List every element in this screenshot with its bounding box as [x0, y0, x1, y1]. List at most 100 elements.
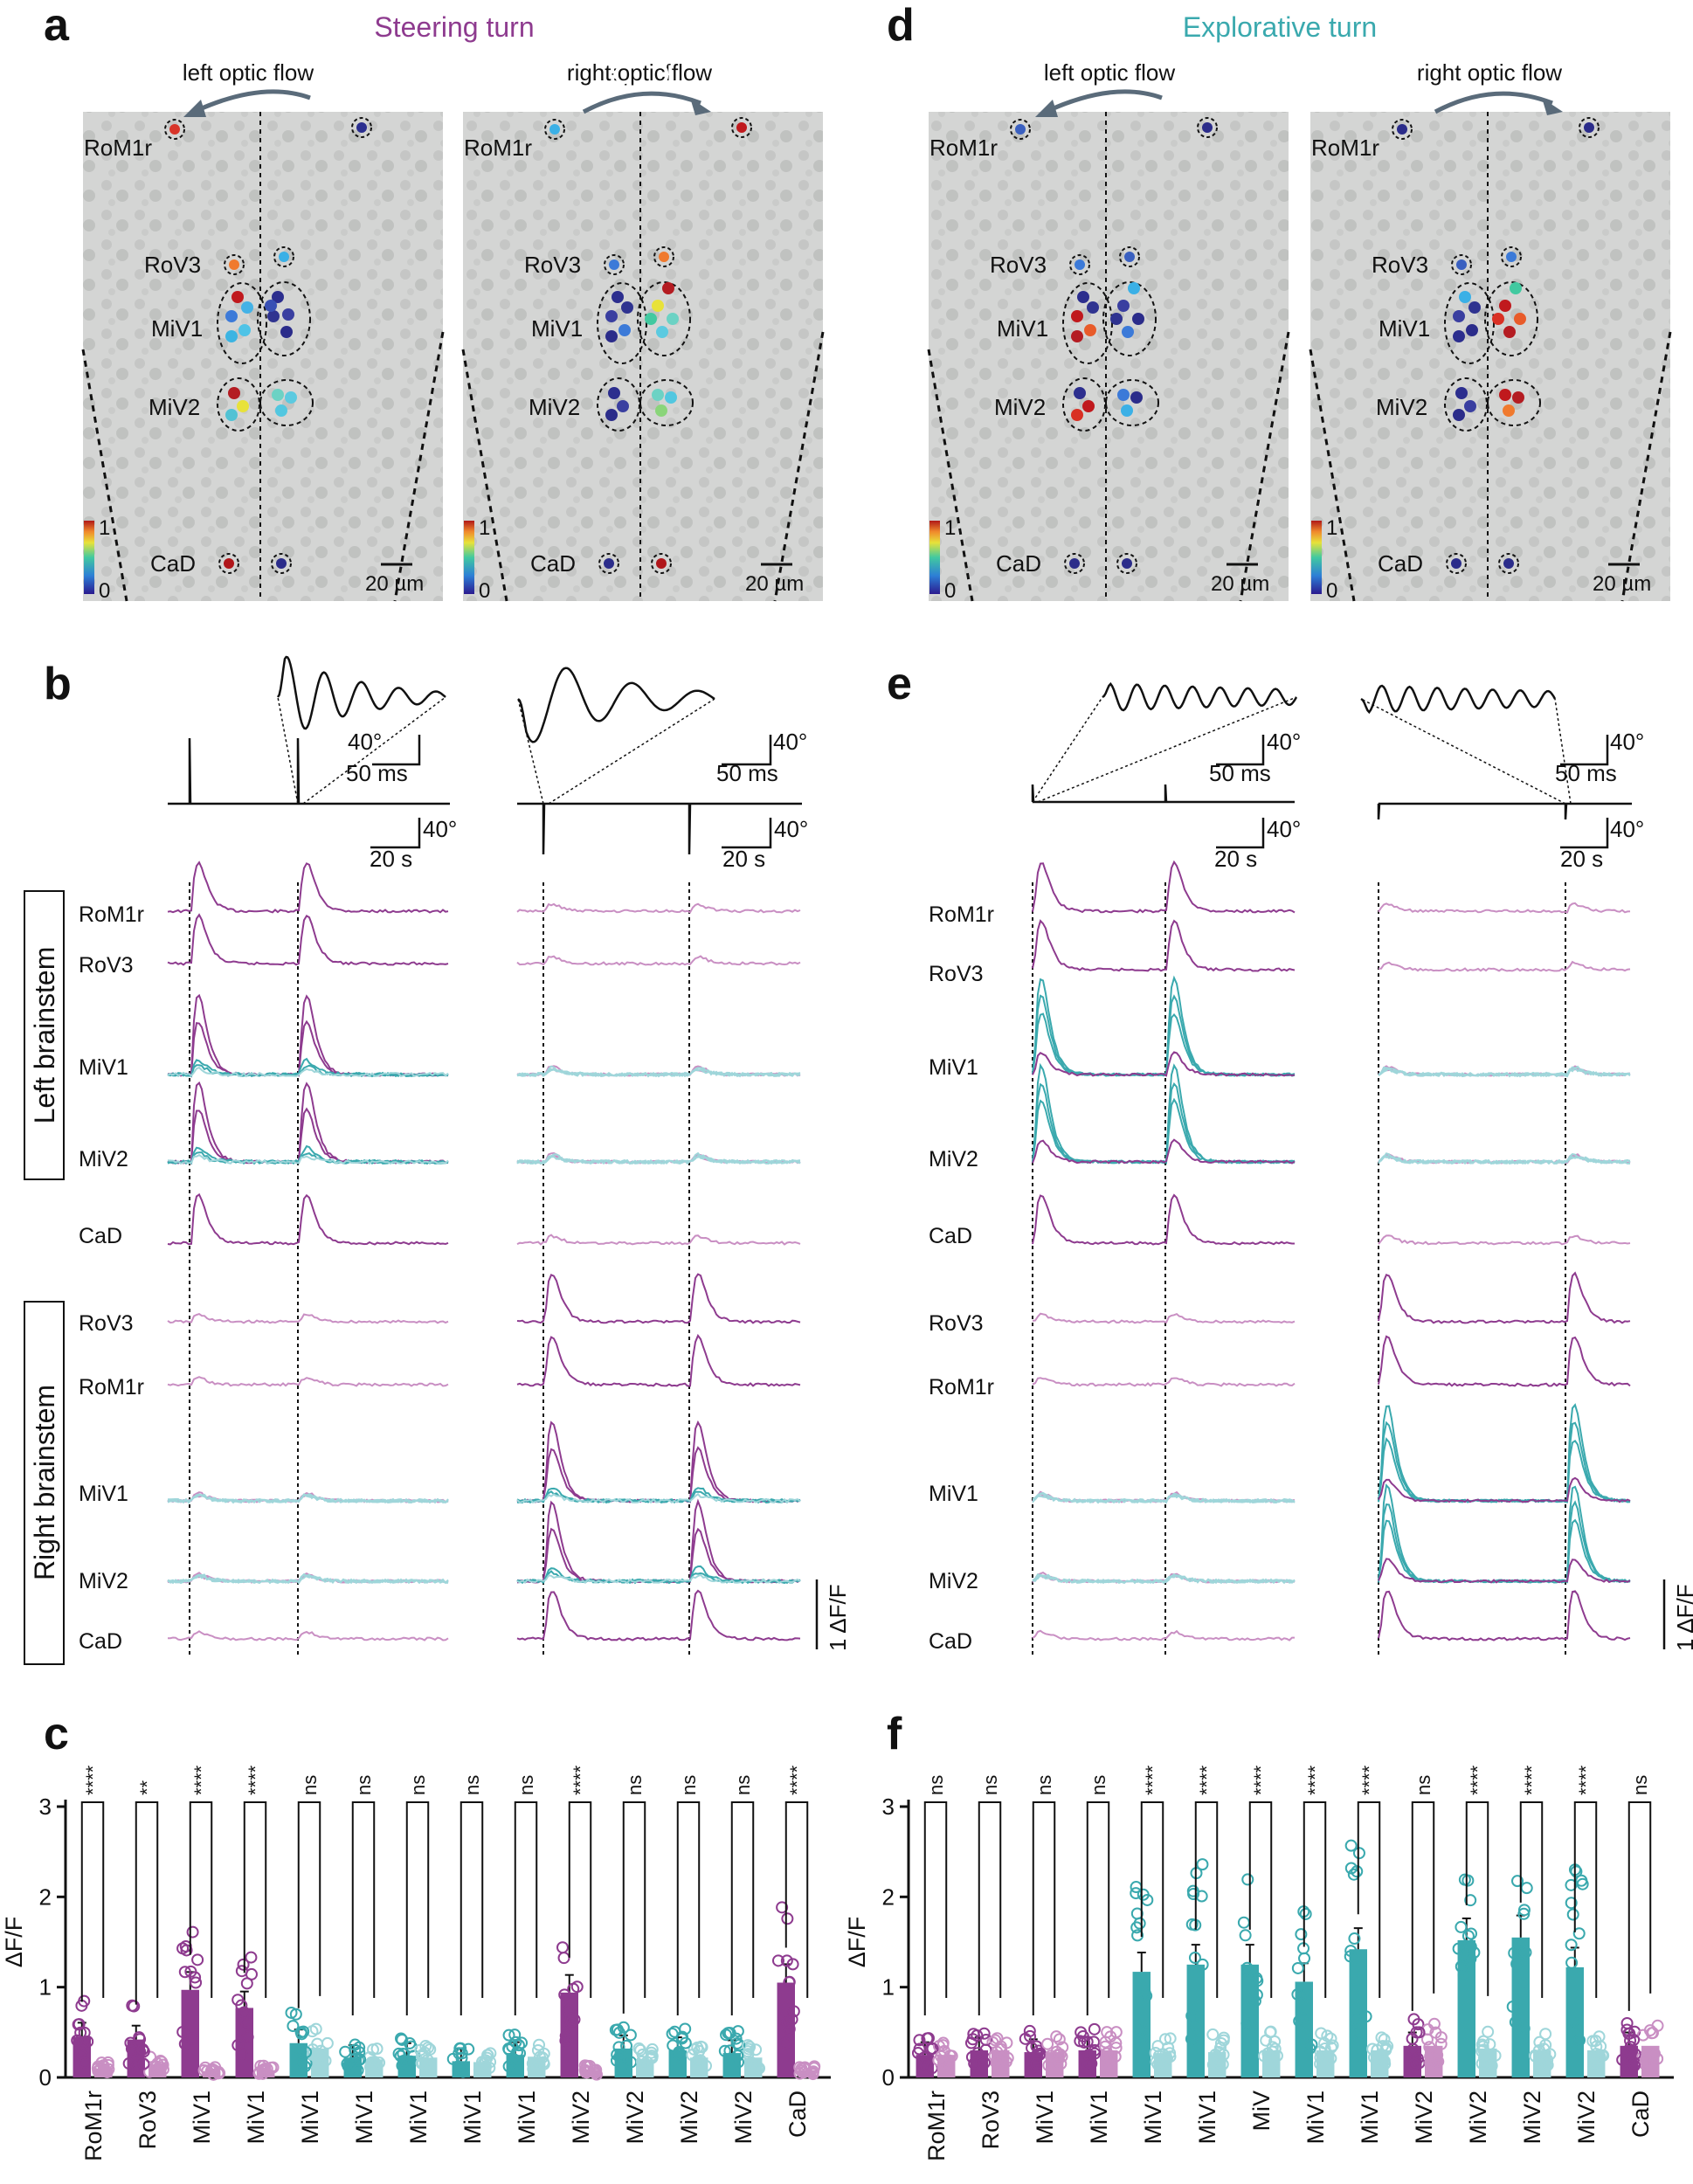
significance-bracket — [676, 1801, 701, 2015]
panel-e-dff-trace — [1378, 1558, 1631, 1584]
data-point — [1424, 2056, 1437, 2070]
data-point — [1344, 1945, 1358, 1958]
category-label: MiV2 — [1519, 2091, 1545, 2145]
data-point — [786, 1958, 799, 1971]
significance-bracket — [243, 1801, 267, 1998]
data-point — [149, 2060, 162, 2073]
data-point — [776, 1901, 789, 1914]
data-point — [1429, 2026, 1442, 2039]
data-point — [1261, 2047, 1275, 2060]
data-point — [419, 2059, 432, 2072]
left-brainstem-label: Left brainstem — [29, 947, 60, 1124]
significance-label: **** — [1142, 1765, 1164, 1795]
significance-label: **** — [245, 1765, 266, 1795]
data-point — [306, 2049, 319, 2062]
left-brainstem-box — [24, 890, 65, 1180]
data-point — [1137, 2031, 1150, 2044]
panel-d-title: Explorative turn — [1183, 11, 1377, 43]
data-point — [300, 2046, 313, 2059]
panel-e-dff-trace — [1032, 1082, 1296, 1165]
panel-label-b: b — [44, 659, 72, 709]
data-point — [1088, 2043, 1102, 2056]
data-point — [156, 2063, 169, 2076]
data-point — [397, 2048, 410, 2061]
data-point — [745, 2060, 758, 2073]
significance-bracket — [405, 1801, 430, 2015]
data-point — [1099, 2053, 1112, 2066]
y-tick-label: 1 — [882, 1974, 895, 2001]
panel-b-scale-bar — [372, 735, 421, 766]
data-point — [285, 2006, 298, 2019]
panel-e-traces — [1031, 681, 1666, 1655]
bar-ipsilateral — [1457, 1939, 1475, 2077]
data-point — [1041, 2037, 1054, 2050]
data-point — [1575, 1874, 1588, 1887]
data-point — [578, 2059, 591, 2072]
data-point — [481, 2049, 494, 2062]
data-point — [1623, 2027, 1636, 2040]
data-point — [1024, 2029, 1037, 2042]
significance-bracket — [460, 1801, 484, 2015]
data-point — [1591, 2060, 1604, 2073]
y-tick-label: 0 — [39, 2064, 52, 2091]
data-point — [1587, 2054, 1600, 2067]
data-point — [1520, 1882, 1533, 1895]
panel-label-c: c — [44, 1709, 69, 1759]
panel-label-a: a — [44, 0, 70, 51]
data-point — [751, 2061, 764, 2074]
panel-a-left-label-cad: CaD — [150, 550, 196, 577]
data-point — [1594, 2040, 1607, 2053]
panel-b-dff-trace — [516, 1333, 801, 1387]
data-point — [416, 2056, 429, 2070]
data-point — [1187, 1888, 1200, 1901]
data-point — [190, 1976, 203, 1989]
category-label: RoV3 — [978, 2091, 1004, 2150]
panel-b-dff-trace — [167, 1154, 449, 1165]
panel-e-dff-trace — [1032, 1377, 1296, 1387]
data-point — [729, 2032, 743, 2045]
panel-d-left-label-miv1: MiV1 — [997, 315, 1048, 342]
bar-ipsilateral — [1511, 1937, 1530, 2077]
data-point — [136, 2042, 149, 2056]
significance-bracket — [80, 1801, 105, 2002]
data-point — [370, 2057, 383, 2070]
panel-d-right-label-miv1: MiV1 — [1379, 315, 1430, 342]
panel-b-row-label-right-1: RoV3 — [79, 1311, 134, 1336]
data-point — [1371, 2043, 1384, 2056]
panel-b-dff-trace — [168, 1494, 449, 1504]
data-point — [245, 1951, 258, 1964]
data-point — [559, 2029, 572, 2042]
data-point — [742, 2039, 755, 2052]
data-point — [1185, 2032, 1198, 2045]
panel-b-scale-angle-1: 40° — [773, 729, 807, 755]
data-point — [1214, 2037, 1227, 2050]
panel-e-row-label-right-1: RoV3 — [929, 1311, 984, 1336]
data-point — [130, 2059, 143, 2072]
data-point — [1213, 2056, 1226, 2069]
y-tick-label: 3 — [39, 1794, 52, 1820]
significance-bracket — [978, 1801, 1002, 2015]
panel-e-row-label-left-3: MiV1 — [929, 1055, 978, 1080]
data-point — [1379, 2042, 1392, 2055]
panel-d-image-right — [1309, 112, 1672, 602]
data-point — [533, 2038, 546, 2051]
data-point — [266, 2061, 280, 2074]
data-point — [1483, 2038, 1496, 2051]
panel-e-scale-bar — [1216, 818, 1265, 849]
panel-b-dff-trace — [516, 1068, 801, 1078]
data-point — [1573, 2034, 1586, 2047]
data-point — [1131, 1929, 1144, 1942]
panel-b-row-label-left-3: MiV1 — [79, 1055, 128, 1080]
panel-d-right-label-rom1r: RoM1r — [1311, 135, 1379, 161]
data-point — [646, 2049, 659, 2063]
data-point — [235, 1965, 248, 1978]
significance-label: ns — [1033, 1775, 1055, 1795]
data-point — [316, 2058, 329, 2071]
panel-b-dff-trace — [516, 902, 801, 914]
panel-e-scale-angle-3: 40° — [1267, 816, 1301, 842]
data-point — [1241, 1873, 1254, 1886]
data-point — [1247, 1992, 1260, 2005]
panel-b-dff-trace — [516, 1154, 801, 1165]
data-point — [695, 2041, 708, 2054]
data-point — [404, 2036, 417, 2049]
